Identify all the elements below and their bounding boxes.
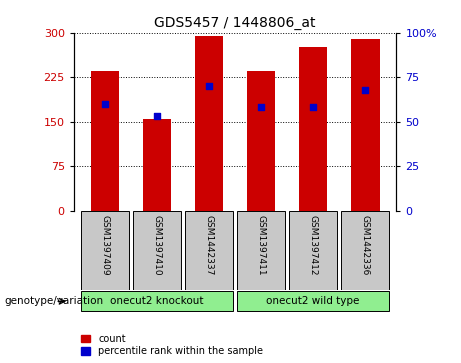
Bar bbox=[289, 211, 337, 290]
Bar bbox=[185, 211, 233, 290]
Text: onecut2 knockout: onecut2 knockout bbox=[110, 296, 204, 306]
Bar bbox=[237, 291, 389, 311]
Bar bbox=[81, 291, 233, 311]
Bar bbox=[81, 211, 129, 290]
Title: GDS5457 / 1448806_at: GDS5457 / 1448806_at bbox=[154, 16, 316, 30]
Legend: count, percentile rank within the sample: count, percentile rank within the sample bbox=[79, 332, 265, 358]
Point bbox=[309, 105, 317, 110]
Bar bbox=[143, 119, 171, 211]
Bar bbox=[299, 48, 327, 211]
Text: GSM1397411: GSM1397411 bbox=[257, 215, 266, 275]
Point bbox=[361, 87, 369, 93]
Bar bbox=[237, 211, 285, 290]
Text: GSM1397410: GSM1397410 bbox=[153, 215, 161, 275]
Text: GSM1442336: GSM1442336 bbox=[361, 215, 370, 275]
Point bbox=[257, 105, 265, 110]
Bar bbox=[247, 71, 275, 211]
Point bbox=[206, 83, 213, 89]
Text: onecut2 wild type: onecut2 wild type bbox=[266, 296, 360, 306]
Point bbox=[154, 113, 161, 119]
Bar bbox=[341, 211, 389, 290]
Bar bbox=[133, 211, 181, 290]
Bar bbox=[91, 71, 119, 211]
Text: GSM1397412: GSM1397412 bbox=[309, 215, 318, 275]
Text: genotype/variation: genotype/variation bbox=[5, 296, 104, 306]
Text: GSM1397409: GSM1397409 bbox=[100, 215, 110, 275]
Bar bbox=[351, 38, 379, 211]
Text: GSM1442337: GSM1442337 bbox=[205, 215, 213, 275]
Point bbox=[101, 101, 109, 107]
Bar bbox=[195, 36, 224, 211]
